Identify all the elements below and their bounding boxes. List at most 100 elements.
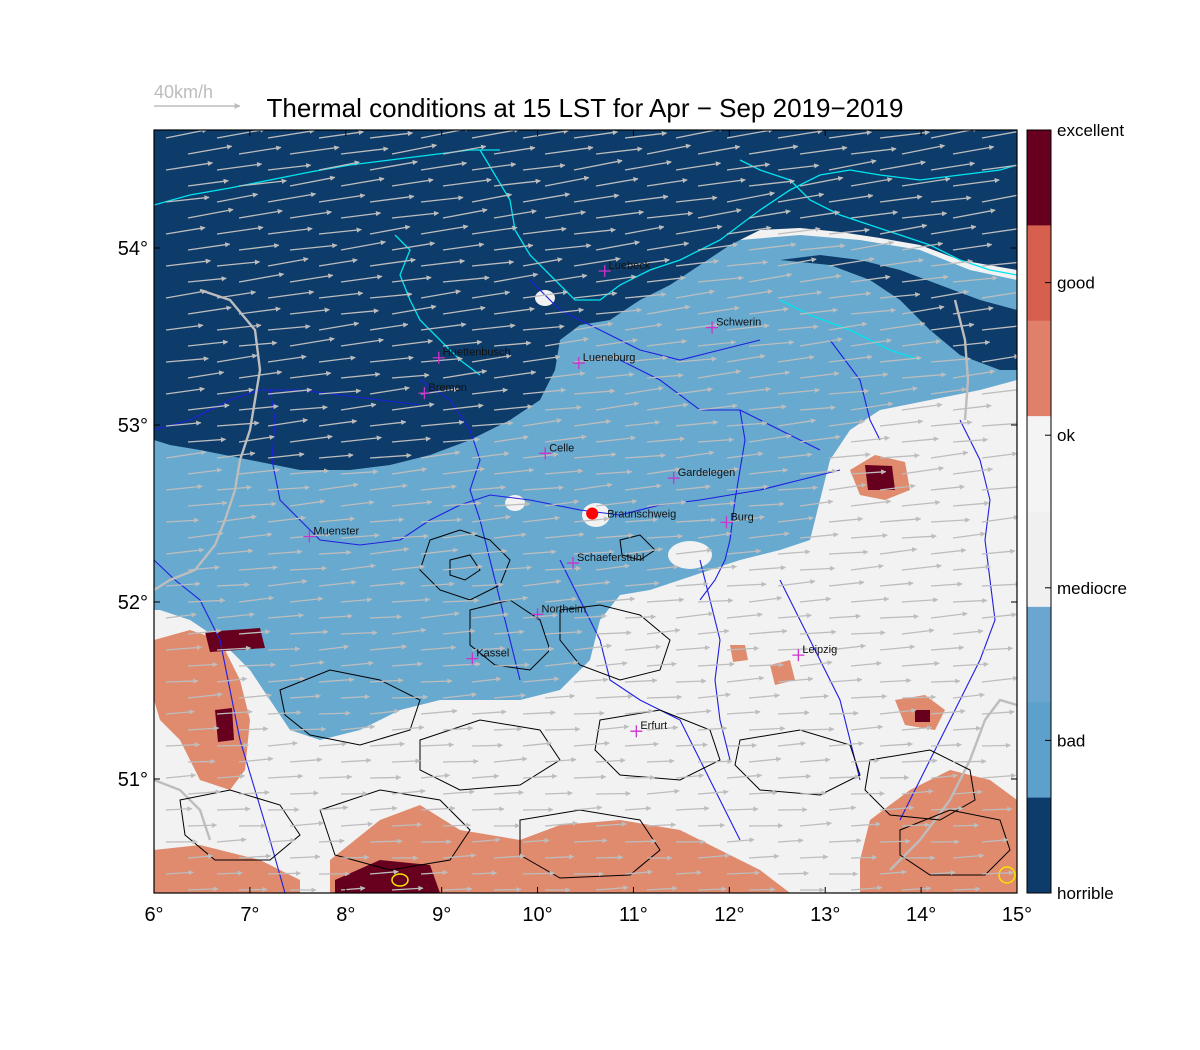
wind-arrow <box>216 837 247 843</box>
wind-arrow <box>573 482 613 491</box>
wind-arrow <box>930 870 956 876</box>
wind-arrow <box>289 629 329 635</box>
wind-arrow <box>930 356 971 363</box>
wind-arrow <box>930 517 971 523</box>
wind-arrow <box>777 452 813 459</box>
wind-arrow <box>442 597 480 604</box>
wind-arrow <box>777 676 814 683</box>
x-tick-label: 8° <box>336 904 355 926</box>
wind-arrow <box>493 272 539 283</box>
wind-arrow <box>493 404 533 411</box>
wind-arrow <box>573 452 617 459</box>
wind-arrow <box>216 259 261 267</box>
wind-arrow <box>238 243 280 251</box>
wind-arrow <box>369 741 405 747</box>
wind-arrow <box>675 547 713 555</box>
wind-arrow <box>216 130 266 139</box>
wind-arrow <box>930 611 968 619</box>
wind-arrow <box>522 387 567 395</box>
wind-arrow <box>981 870 1014 876</box>
wind-arrow <box>697 437 735 443</box>
wind-arrow <box>981 709 1015 715</box>
wind-arrow <box>187 339 229 347</box>
wind-arrow <box>544 307 584 315</box>
wind-arrow <box>165 484 203 491</box>
wind-arrow <box>289 565 328 571</box>
wind-arrow <box>646 758 675 764</box>
wind-arrow <box>646 661 677 667</box>
wind-arrow <box>340 660 374 667</box>
wind-arrow <box>748 467 789 475</box>
wind-arrow <box>267 354 307 363</box>
wind-arrow <box>828 482 867 491</box>
wind-arrow <box>646 304 691 315</box>
wind-arrow <box>493 209 537 219</box>
city-label: Burg <box>730 511 753 523</box>
wind-arrow <box>544 660 579 667</box>
wind-arrow <box>391 372 430 379</box>
wind-arrow <box>646 533 683 539</box>
wind-arrow <box>726 259 769 267</box>
wind-arrow <box>901 628 935 635</box>
wind-arrow <box>289 434 333 443</box>
wind-arrow <box>442 177 492 187</box>
wind-arrow <box>850 630 886 636</box>
colorbar-segment <box>1027 320 1051 417</box>
wind-arrow <box>267 773 304 779</box>
wind-arrow <box>624 131 668 139</box>
wind-arrow <box>879 419 924 427</box>
city-label: Gardelegen <box>678 467 736 479</box>
wind-arrow <box>238 306 281 315</box>
wind-arrow <box>318 805 349 811</box>
wind-arrow <box>595 209 645 219</box>
map-title: Thermal conditions at 15 LST for Apr − S… <box>267 93 904 123</box>
wind-arrow <box>369 805 398 811</box>
wind-arrow <box>799 820 832 827</box>
colorbar: excellent good ok mediocre bad horrible <box>1026 121 1127 903</box>
wind-arrow <box>318 579 357 587</box>
wind-arrow <box>573 643 612 651</box>
wind-arrow <box>901 563 942 571</box>
wind-arrow <box>624 838 657 844</box>
wind-arrow <box>471 162 517 171</box>
wind-arrow <box>267 549 303 555</box>
wind-arrow <box>340 597 373 603</box>
wind-arrow <box>187 207 234 219</box>
wind-arrow <box>850 757 880 764</box>
wind-arrow <box>697 466 740 475</box>
wind-arrow <box>471 353 512 363</box>
wind-arrow <box>187 662 218 668</box>
wind-arrow <box>777 354 815 363</box>
high-terrain-contours <box>391 866 1016 887</box>
wind-arrow <box>646 885 678 892</box>
wind-arrow <box>850 533 888 539</box>
wind-arrow <box>442 661 481 667</box>
wind-arrow <box>289 243 338 251</box>
wind-arrow <box>216 709 253 715</box>
wind-arrow <box>748 853 780 859</box>
wind-arrow <box>901 372 947 379</box>
wind-arrow <box>289 336 335 347</box>
wind-arrow <box>442 437 481 443</box>
wind-arrow <box>828 838 862 844</box>
wind-arrow <box>879 258 924 267</box>
wind-arrow <box>799 337 843 347</box>
wind-arrow <box>697 403 738 411</box>
wind-arrow <box>952 564 991 571</box>
city-label: Muenster <box>313 526 359 538</box>
wind-arrow <box>799 499 834 507</box>
wind-arrow <box>493 756 528 763</box>
wind-arrow <box>595 435 636 443</box>
city-marker <box>432 351 445 364</box>
wind-arrow <box>675 258 720 267</box>
wind-arrow <box>952 275 998 283</box>
wind-arrow <box>471 323 516 331</box>
wind-arrow <box>544 175 590 187</box>
wind-arrow <box>340 532 380 539</box>
wind-arrow <box>828 321 868 331</box>
wind-arrow <box>391 597 431 603</box>
wind-arrow <box>726 675 765 683</box>
wind-arrow <box>165 547 205 555</box>
colorbar-segment <box>1027 702 1051 799</box>
wind-arrow <box>930 805 964 812</box>
